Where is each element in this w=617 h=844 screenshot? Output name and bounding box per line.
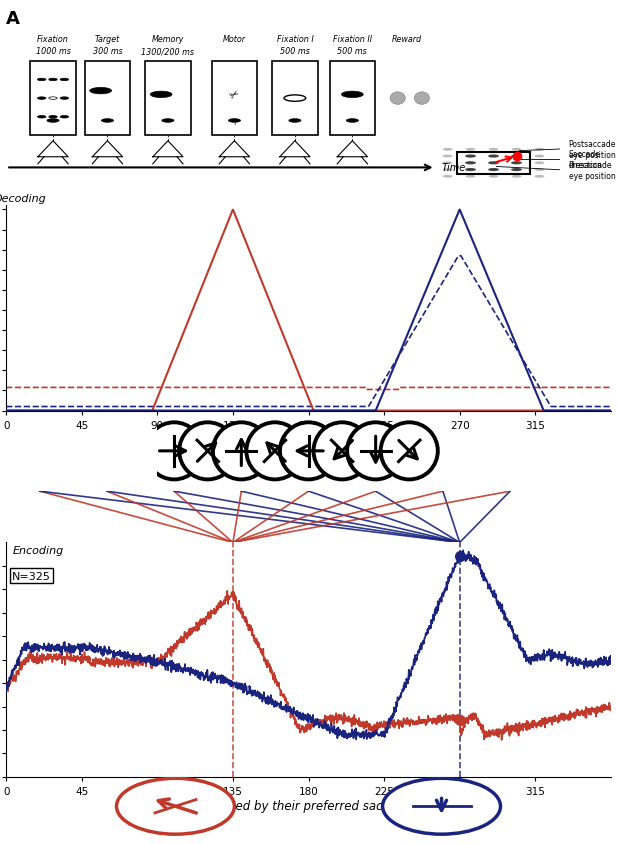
Text: 1000 ms: 1000 ms: [36, 47, 70, 57]
Circle shape: [511, 155, 522, 159]
Circle shape: [466, 176, 475, 179]
Text: ✂: ✂: [228, 89, 241, 102]
Bar: [329, 62, 375, 136]
Circle shape: [89, 89, 112, 95]
Circle shape: [535, 162, 544, 165]
Circle shape: [489, 176, 499, 179]
Circle shape: [150, 92, 172, 99]
Circle shape: [465, 169, 476, 172]
Circle shape: [381, 423, 438, 480]
Bar: [85, 62, 130, 136]
Circle shape: [465, 155, 476, 159]
Bar: [457, 153, 530, 175]
Circle shape: [38, 79, 46, 82]
Circle shape: [101, 120, 114, 123]
Circle shape: [162, 120, 174, 123]
Circle shape: [535, 176, 544, 179]
Text: 500 ms: 500 ms: [280, 47, 310, 57]
Bar: [272, 62, 318, 136]
Text: Target: Target: [95, 35, 120, 44]
Circle shape: [280, 423, 337, 480]
Circle shape: [246, 423, 304, 480]
Text: Memory: Memory: [152, 35, 184, 44]
Ellipse shape: [415, 93, 429, 106]
Circle shape: [511, 162, 522, 165]
Text: Motor: Motor: [223, 35, 246, 44]
Ellipse shape: [383, 778, 500, 834]
Circle shape: [511, 169, 522, 172]
Text: Fixation: Fixation: [37, 35, 69, 44]
Circle shape: [465, 162, 476, 165]
Circle shape: [488, 169, 499, 172]
Circle shape: [289, 120, 301, 123]
Circle shape: [49, 79, 57, 82]
Ellipse shape: [117, 778, 234, 834]
Circle shape: [443, 149, 452, 152]
Text: |: |: [233, 118, 236, 125]
Circle shape: [488, 155, 499, 159]
Circle shape: [60, 98, 68, 100]
Circle shape: [347, 423, 404, 480]
Circle shape: [341, 92, 363, 99]
Circle shape: [443, 169, 452, 172]
Circle shape: [466, 149, 475, 152]
Text: 300 ms: 300 ms: [93, 47, 122, 57]
Circle shape: [38, 116, 46, 119]
Circle shape: [313, 423, 371, 480]
Bar: [30, 62, 76, 136]
Text: 500 ms: 500 ms: [337, 47, 367, 57]
Circle shape: [535, 169, 544, 172]
Circle shape: [179, 423, 236, 480]
X-axis label: Neurons indexed by their preferred saccade direction: Neurons indexed by their preferred sacca…: [150, 798, 467, 812]
Circle shape: [511, 149, 521, 152]
Text: Presaccade
eye position: Presaccade eye position: [568, 160, 615, 181]
Text: Time: Time: [442, 163, 466, 173]
Text: A: A: [6, 10, 20, 28]
Circle shape: [443, 176, 452, 179]
Bar: [145, 62, 191, 136]
Text: Fixation II: Fixation II: [333, 35, 372, 44]
Circle shape: [443, 162, 452, 165]
Text: Fixation I: Fixation I: [276, 35, 313, 44]
Text: Saccade
direction: Saccade direction: [568, 150, 602, 170]
Text: Postsaccade
eye position: Postsaccade eye position: [568, 140, 616, 160]
Text: 1300/200 ms: 1300/200 ms: [141, 47, 194, 57]
Circle shape: [284, 95, 306, 102]
Circle shape: [60, 116, 68, 119]
Circle shape: [443, 155, 452, 159]
Circle shape: [60, 79, 68, 82]
Circle shape: [535, 149, 544, 152]
Text: Reward: Reward: [392, 35, 422, 44]
Ellipse shape: [390, 93, 405, 106]
Circle shape: [47, 120, 59, 123]
Circle shape: [488, 162, 499, 165]
Text: N=325: N=325: [12, 571, 51, 581]
Circle shape: [146, 423, 203, 480]
Circle shape: [535, 155, 544, 159]
Circle shape: [213, 423, 270, 480]
Circle shape: [511, 176, 521, 179]
Circle shape: [346, 120, 358, 123]
Circle shape: [49, 116, 57, 119]
Text: Encoding: Encoding: [12, 545, 64, 555]
Text: Decoding: Decoding: [0, 194, 47, 204]
Bar: [212, 62, 257, 136]
X-axis label: Saccade direction (deg): Saccade direction (deg): [238, 433, 379, 446]
Circle shape: [228, 120, 241, 123]
Circle shape: [489, 149, 499, 152]
Circle shape: [38, 98, 46, 100]
